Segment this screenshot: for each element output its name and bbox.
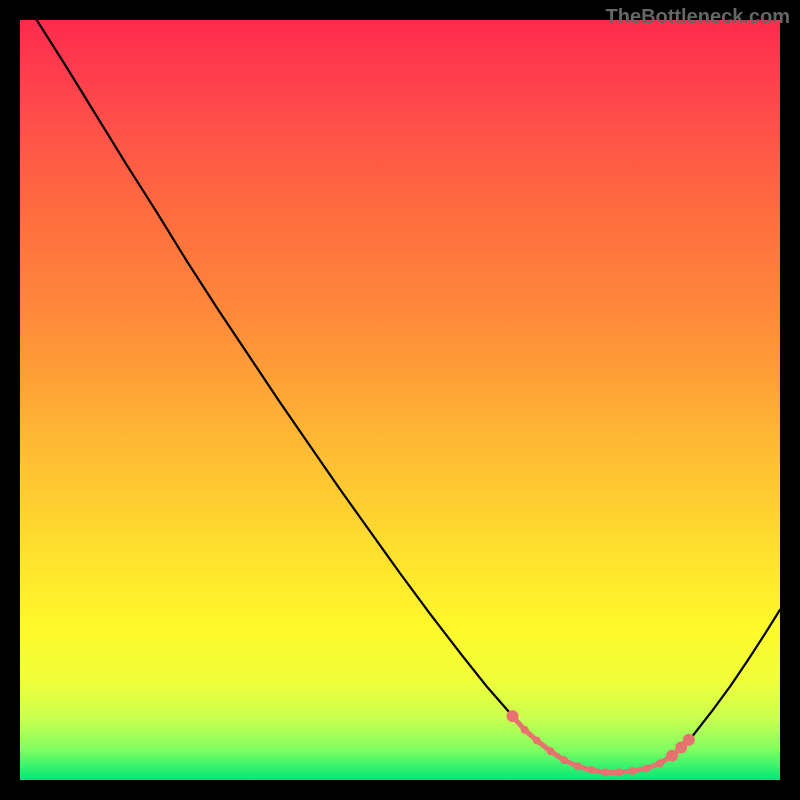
marker-dot <box>574 762 582 770</box>
marker-dot <box>683 734 695 746</box>
marker-dot <box>601 768 609 776</box>
marker-dot <box>629 767 637 775</box>
plot-background <box>20 20 780 780</box>
marker-dot <box>533 736 541 744</box>
marker-dot <box>546 747 554 755</box>
plot-svg <box>20 20 780 780</box>
marker-dot <box>615 768 623 776</box>
watermark-text: TheBottleneck.com <box>606 6 790 29</box>
marker-dot <box>560 756 568 764</box>
marker-dot <box>588 766 596 774</box>
marker-dot <box>506 710 518 722</box>
marker-dot <box>521 726 529 734</box>
chart-container: TheBottleneck.com <box>0 0 800 800</box>
marker-dot <box>656 759 664 767</box>
marker-dot <box>642 765 650 773</box>
marker-dot <box>666 750 678 762</box>
